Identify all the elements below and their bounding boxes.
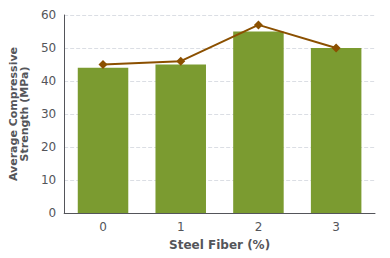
svg-text:2: 2	[255, 220, 263, 234]
svg-text:10: 10	[41, 173, 56, 187]
svg-text:50: 50	[41, 41, 56, 55]
svg-text:Steel Fiber (%): Steel Fiber (%)	[169, 238, 270, 252]
svg-text:40: 40	[41, 74, 56, 88]
svg-text:1: 1	[177, 220, 185, 234]
svg-text:30: 30	[41, 107, 56, 121]
svg-text:Strength (MPa): Strength (MPa)	[18, 67, 31, 162]
svg-text:20: 20	[41, 140, 56, 154]
svg-text:60: 60	[41, 8, 56, 22]
svg-text:3: 3	[332, 220, 340, 234]
svg-text:0: 0	[49, 206, 57, 220]
svg-text:0: 0	[99, 220, 107, 234]
svg-text:Average Compressive: Average Compressive	[7, 46, 20, 182]
